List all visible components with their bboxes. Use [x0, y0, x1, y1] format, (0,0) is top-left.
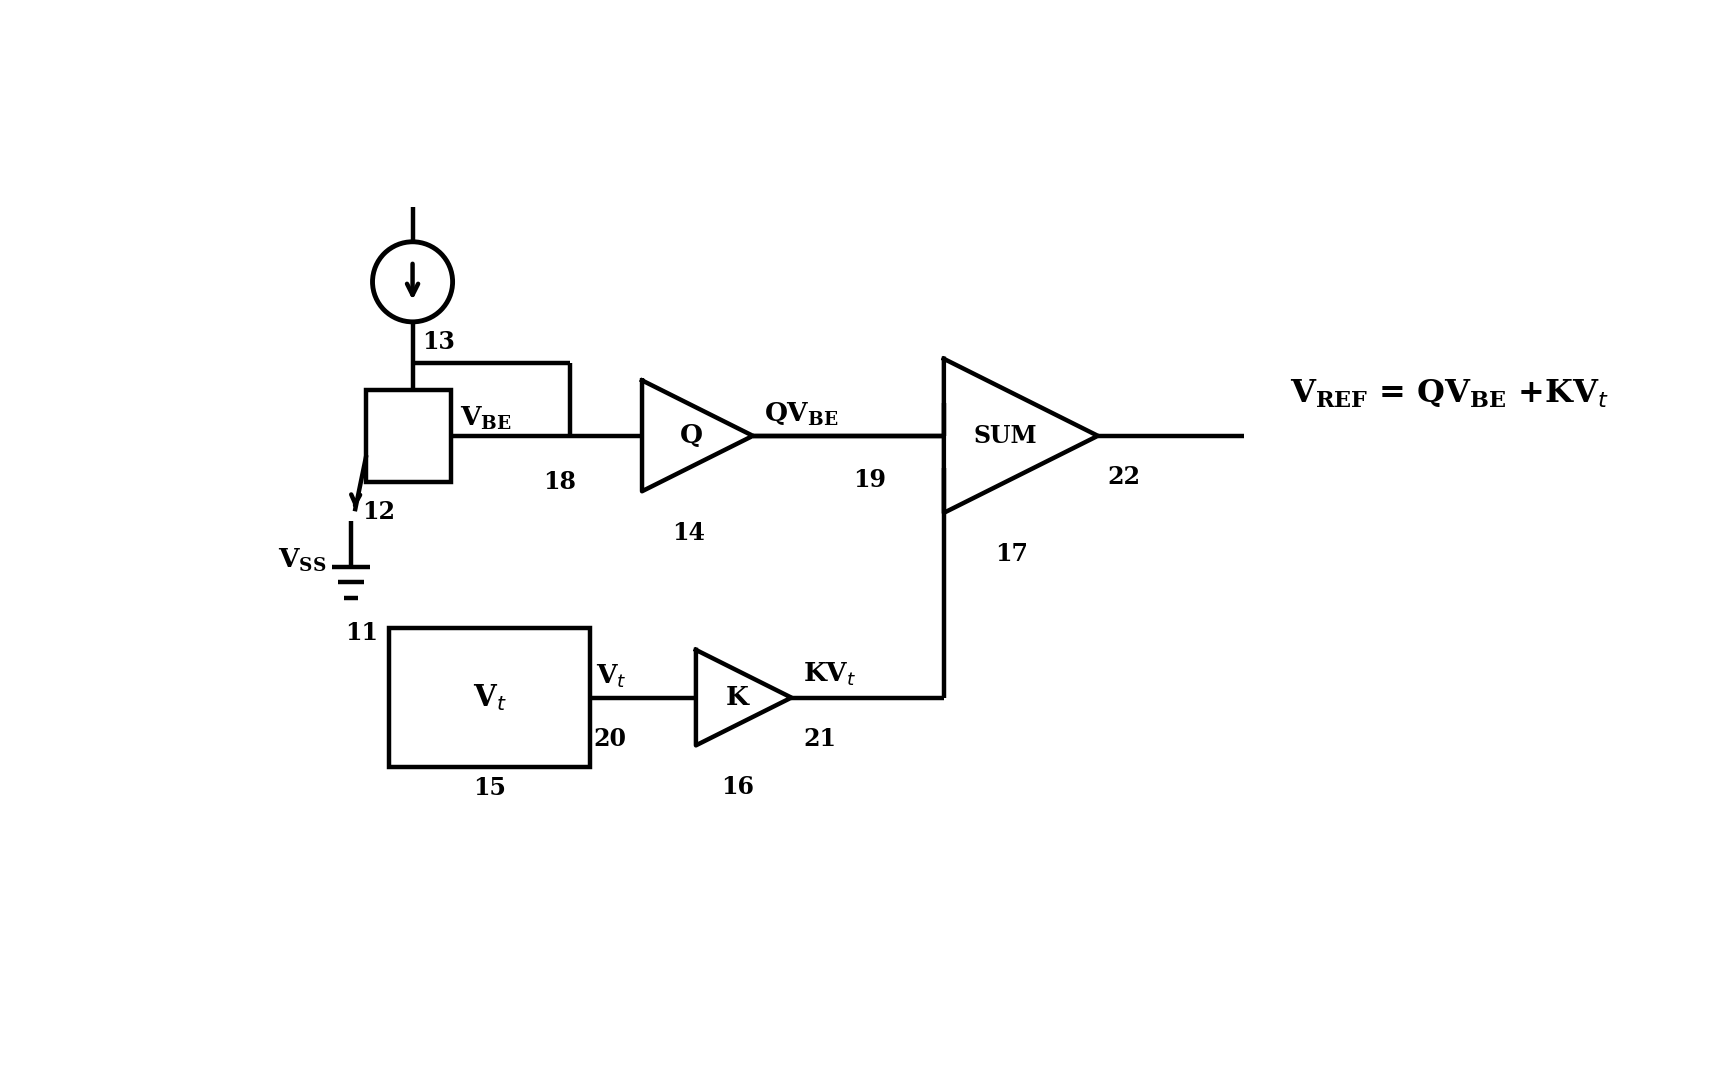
Text: 11: 11 — [345, 621, 378, 645]
Text: V$_t$: V$_t$ — [473, 682, 506, 713]
Text: 21: 21 — [803, 727, 835, 751]
Text: QV$_{\mathregular{BE}}$: QV$_{\mathregular{BE}}$ — [765, 401, 839, 428]
Text: 18: 18 — [544, 470, 576, 495]
Text: 22: 22 — [1106, 465, 1141, 489]
Text: K: K — [727, 686, 749, 710]
Text: 15: 15 — [473, 776, 506, 800]
Text: KV$_t$: KV$_t$ — [803, 661, 856, 689]
Text: V$_{\mathregular{REF}}$ = QV$_{\mathregular{BE}}$ +KV$_t$: V$_{\mathregular{REF}}$ = QV$_{\mathregu… — [1291, 377, 1610, 410]
Bar — [366, 389, 450, 482]
Text: 14: 14 — [671, 521, 704, 544]
Text: 12: 12 — [362, 500, 395, 524]
Text: Q: Q — [680, 424, 702, 448]
Text: V$_t$: V$_t$ — [595, 662, 627, 690]
Text: 13: 13 — [421, 330, 454, 355]
Text: 17: 17 — [996, 542, 1029, 566]
Text: 16: 16 — [721, 775, 754, 799]
Bar — [390, 628, 590, 766]
Text: V$_{\mathregular{SS}}$: V$_{\mathregular{SS}}$ — [278, 547, 326, 575]
Text: V$_{\mathregular{BE}}$: V$_{\mathregular{BE}}$ — [461, 404, 513, 432]
Text: 19: 19 — [853, 468, 885, 493]
Text: SUM: SUM — [973, 424, 1037, 447]
Text: 20: 20 — [594, 727, 627, 751]
